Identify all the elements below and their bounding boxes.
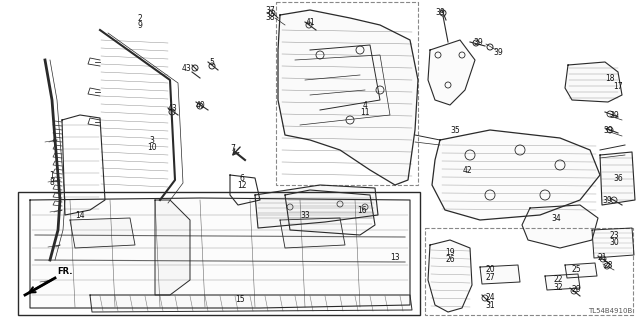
Text: 39: 39	[473, 37, 483, 46]
Text: 2: 2	[138, 13, 142, 22]
Text: 10: 10	[147, 142, 157, 151]
Text: FR.: FR.	[57, 267, 72, 276]
Polygon shape	[522, 205, 598, 248]
Text: 23: 23	[609, 230, 619, 239]
Text: 34: 34	[551, 213, 561, 222]
Text: 8: 8	[50, 178, 54, 187]
Text: 35: 35	[450, 125, 460, 134]
Text: 24: 24	[485, 293, 495, 302]
Text: 32: 32	[553, 283, 563, 292]
Text: 39: 39	[435, 7, 445, 17]
Text: 11: 11	[360, 108, 370, 116]
Polygon shape	[565, 62, 622, 102]
Bar	[18, 192, 420, 315]
Text: 16: 16	[357, 205, 367, 214]
Text: 3: 3	[150, 135, 154, 145]
Text: 29: 29	[571, 285, 581, 294]
Text: 30: 30	[609, 237, 619, 246]
Polygon shape	[155, 200, 190, 295]
Text: 39: 39	[602, 196, 612, 204]
Text: 9: 9	[138, 20, 143, 29]
Polygon shape	[432, 130, 600, 220]
Text: 33: 33	[300, 211, 310, 220]
Text: 19: 19	[445, 247, 455, 257]
Bar	[425, 228, 633, 315]
Polygon shape	[428, 240, 472, 312]
Text: TL54B4910B: TL54B4910B	[588, 308, 632, 314]
Text: 25: 25	[571, 266, 581, 275]
Text: 7: 7	[230, 143, 236, 153]
Polygon shape	[592, 228, 634, 258]
Text: 27: 27	[485, 273, 495, 282]
Text: 20: 20	[485, 266, 495, 275]
Text: 41: 41	[305, 18, 315, 27]
Polygon shape	[70, 218, 135, 248]
Text: 43: 43	[181, 63, 191, 73]
Text: 13: 13	[390, 253, 400, 262]
Text: 36: 36	[613, 173, 623, 182]
Polygon shape	[280, 218, 345, 248]
Text: 40: 40	[195, 100, 205, 109]
Text: 14: 14	[75, 211, 85, 220]
Text: 28: 28	[604, 260, 612, 269]
Polygon shape	[480, 265, 520, 284]
Text: 18: 18	[605, 74, 615, 83]
Polygon shape	[600, 152, 635, 205]
Text: 38: 38	[265, 12, 275, 21]
Text: 15: 15	[235, 295, 245, 305]
Text: 1: 1	[50, 171, 54, 180]
Text: 5: 5	[209, 58, 214, 67]
Text: 6: 6	[239, 173, 244, 182]
Polygon shape	[428, 40, 475, 105]
Polygon shape	[90, 295, 412, 312]
Text: 39: 39	[493, 47, 503, 57]
Polygon shape	[545, 274, 580, 290]
Text: 42: 42	[462, 165, 472, 174]
Polygon shape	[278, 10, 418, 185]
Text: 4: 4	[363, 100, 367, 109]
Text: 39: 39	[603, 125, 613, 134]
Text: 26: 26	[445, 254, 455, 263]
Text: 31: 31	[485, 300, 495, 309]
Bar	[276, 2, 418, 185]
Text: 43: 43	[167, 103, 177, 113]
Text: 17: 17	[613, 82, 623, 91]
Polygon shape	[565, 263, 597, 278]
Polygon shape	[255, 185, 378, 228]
Polygon shape	[30, 198, 410, 308]
Text: 39: 39	[609, 110, 619, 119]
Text: 21: 21	[597, 253, 607, 262]
Text: 12: 12	[237, 180, 247, 189]
Text: 22: 22	[553, 276, 563, 284]
Text: 37: 37	[265, 5, 275, 14]
